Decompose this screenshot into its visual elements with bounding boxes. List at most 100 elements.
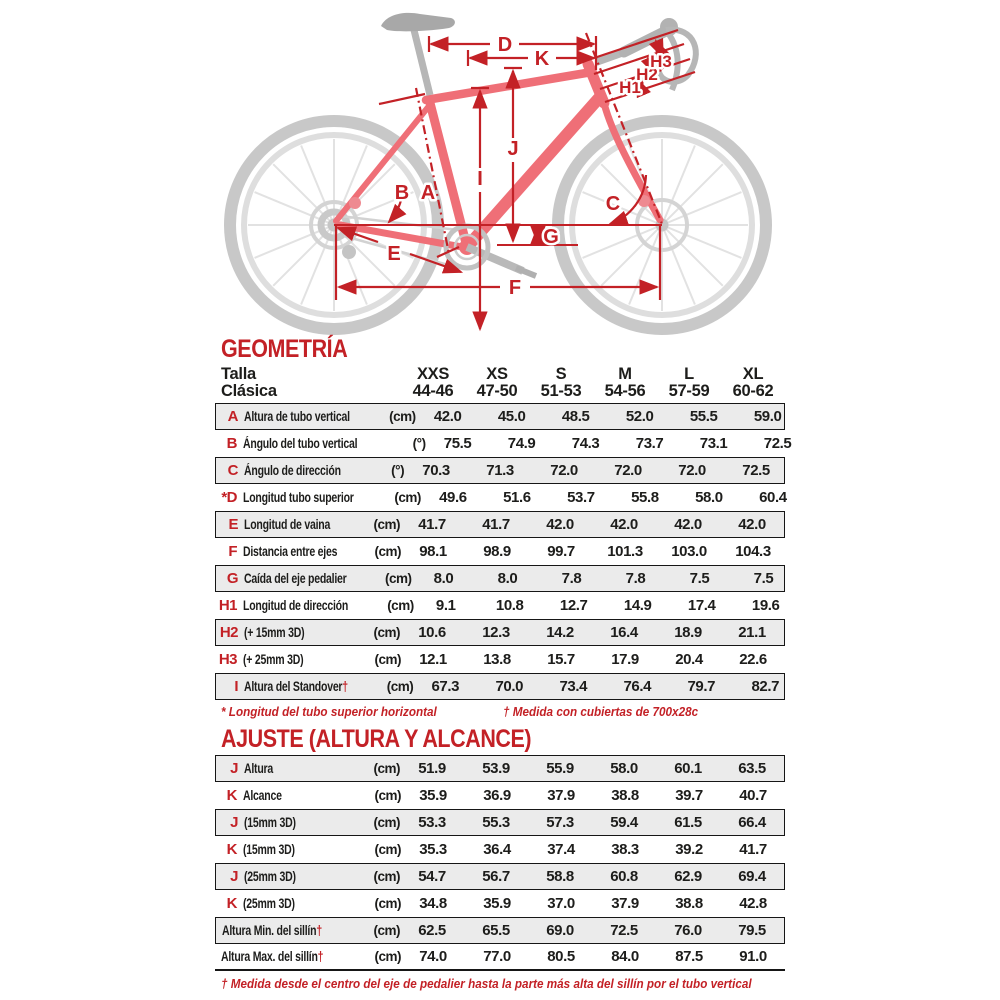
row-value: 74.0 <box>419 948 447 965</box>
dim-label-J: J <box>507 138 518 160</box>
row-value: 65.5 <box>482 922 510 939</box>
dimension-labels: D K J I F E B A C G H1 H2 H3 <box>385 32 675 302</box>
row-unit: (cm) <box>389 409 416 424</box>
row-value: 74.9 <box>507 435 536 452</box>
adjust-table-body: J Altura (cm) 51.9 53.9 55.9 58.0 60.1 63.5 K Alca… <box>215 755 785 971</box>
row-label: (15mm 3D) <box>244 815 296 830</box>
table-row: E Longitud de vaina (cm) 41.7 41.7 42.0 42.0 42… <box>215 511 785 538</box>
row-letter: H3 <box>218 651 238 668</box>
saddle-footnote: † Medida desde el centro del eje de peda… <box>221 976 752 991</box>
row-letter: C <box>227 462 239 479</box>
geometry-footnotes: * Longitud del tubo superior horizontal … <box>215 700 785 724</box>
row-value: 54.7 <box>418 868 446 885</box>
row-value: 70.0 <box>495 678 524 695</box>
row-value: 42.0 <box>433 408 462 425</box>
row-value: 15.7 <box>547 651 575 668</box>
row-value: 91.0 <box>739 948 767 965</box>
row-value: 53.9 <box>482 760 510 777</box>
row-letter: J <box>230 814 238 831</box>
row-value: 67.3 <box>431 678 460 695</box>
row-unit: (°) <box>412 436 426 451</box>
row-value: 59.4 <box>610 814 638 831</box>
row-label: Alcance <box>243 788 282 803</box>
row-label: Longitud tubo superior <box>243 490 354 505</box>
row-value: 41.7 <box>482 516 510 533</box>
chainstay <box>336 221 466 251</box>
row-value: 51.6 <box>503 489 531 506</box>
dim-label-E: E <box>387 243 400 265</box>
table-row: H2 (+ 15mm 3D) (cm) 10.6 12.3 14.2 16.4 18.9 21.… <box>215 619 785 646</box>
row-unit: (cm) <box>374 842 401 857</box>
row-label: Caída del eje pedalier <box>244 571 347 586</box>
size-col-header: M 54-56 <box>604 365 646 400</box>
row-value: 104.3 <box>735 543 771 560</box>
row-letter: J <box>230 760 238 777</box>
row-letter: E <box>228 516 238 533</box>
row-value: 73.1 <box>699 435 728 452</box>
row-label: Longitud de vaina <box>244 517 331 532</box>
row-value: 49.6 <box>439 489 467 506</box>
row-letter: J <box>230 868 238 885</box>
row-value: 7.8 <box>561 570 582 587</box>
row-value: 12.1 <box>419 651 447 668</box>
table-row: A Altura de tubo vertical (cm) 42.0 45.0 48.5… <box>215 403 785 430</box>
row-value: 72.5 <box>610 922 638 939</box>
row-unit: (cm) <box>374 788 401 803</box>
row-value: 45.0 <box>497 408 526 425</box>
dim-H-tick-1 <box>587 28 679 62</box>
row-value: 79.5 <box>738 922 766 939</box>
row-unit: (cm) <box>373 517 400 532</box>
ajuste-section: AJUSTE (ALTURA Y ALCANCE) J Altura (cm) 51.… <box>215 726 785 991</box>
dim-label-F: F <box>509 277 521 299</box>
row-value: 72.5 <box>763 435 792 452</box>
row-letter: F <box>228 543 237 560</box>
row-label: (25mm 3D) <box>243 896 295 911</box>
table-row: K (25mm 3D) (cm) 34.8 35.9 37.0 37.9 38.8 42.8 <box>215 890 785 917</box>
dim-label-D: D <box>498 34 512 56</box>
row-value: 80.5 <box>547 948 575 965</box>
size-col-header: XS 47-50 <box>476 365 518 400</box>
row-value: 37.0 <box>547 895 575 912</box>
row-value: 40.7 <box>739 787 767 804</box>
row-value: 72.0 <box>678 462 706 479</box>
row-value: 72.0 <box>550 462 578 479</box>
row-letter: K <box>226 841 238 858</box>
row-label: (25mm 3D) <box>244 869 296 884</box>
table-row: H1 Longitud de dirección (cm) 9.1 10.8 12.7 14… <box>215 592 785 619</box>
table-row: C Ángulo de dirección (°) 70.3 71.3 72.0 72.0 7… <box>215 457 785 484</box>
table-row: J Altura (cm) 51.9 53.9 55.9 58.0 60.1 63.5 <box>215 755 785 782</box>
dim-label-C: C <box>606 193 620 215</box>
fork <box>600 99 664 224</box>
row-value: 62.9 <box>674 868 702 885</box>
geometry-table-body: A Altura de tubo vertical (cm) 42.0 45.0 48.5… <box>215 403 792 700</box>
table-row: K Alcance (cm) 35.9 36.9 37.9 38.8 39.7 40.7 <box>215 782 785 809</box>
row-value: 42.0 <box>738 516 766 533</box>
row-unit: (cm) <box>373 869 400 884</box>
row-value: 35.3 <box>419 841 447 858</box>
row-value: 56.7 <box>482 868 510 885</box>
row-value: 98.9 <box>483 543 511 560</box>
row-value: 48.5 <box>561 408 590 425</box>
row-label: Ángulo del tubo vertical <box>243 436 358 451</box>
row-value: 66.4 <box>738 814 766 831</box>
row-value: 60.8 <box>610 868 638 885</box>
row-value: 79.7 <box>687 678 716 695</box>
row-value: 38.3 <box>611 841 639 858</box>
row-label: Altura del Standover† <box>244 679 348 694</box>
row-value: 98.1 <box>419 543 447 560</box>
row-value: 63.5 <box>738 760 766 777</box>
dim-H3-arrow <box>648 37 671 61</box>
table-row: K (15mm 3D) (cm) 35.3 36.4 37.4 38.3 39.2 41.7 <box>215 836 785 863</box>
table-row: B Ángulo del tubo vertical (°) 75.5 74.9 74.3… <box>215 430 792 457</box>
row-value: 8.0 <box>497 570 518 587</box>
row-value: 55.9 <box>546 760 574 777</box>
seat-tube <box>424 94 472 252</box>
row-letter: K <box>226 895 238 912</box>
size-col-header: L 57-59 <box>668 365 710 400</box>
dim-H1-arrow <box>628 73 652 99</box>
row-value: 55.3 <box>482 814 510 831</box>
row-unit: (cm) <box>374 544 401 559</box>
row-value: 39.7 <box>675 787 703 804</box>
row-value: 8.0 <box>433 570 454 587</box>
